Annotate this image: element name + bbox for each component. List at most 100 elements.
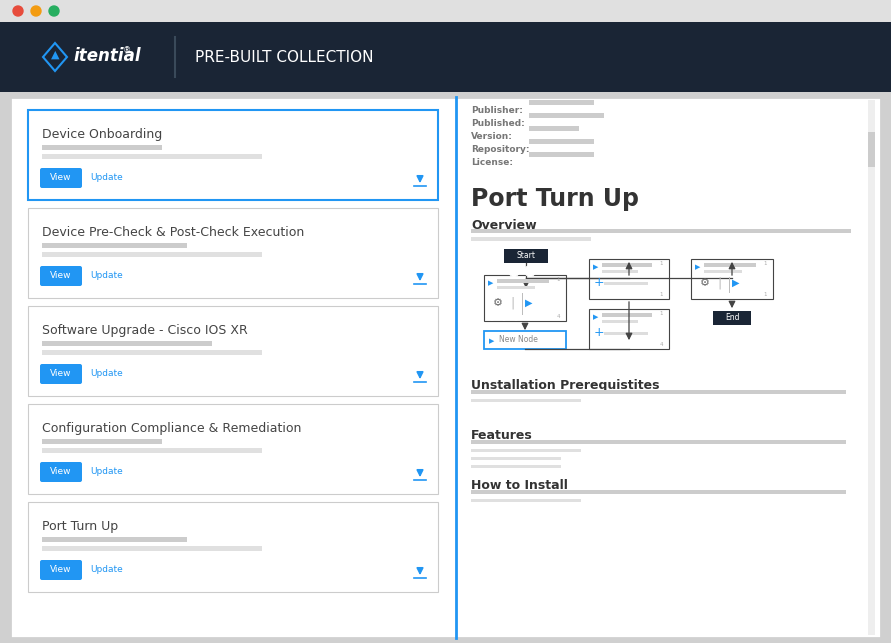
Text: View: View [50,174,72,183]
Text: End: End [724,314,740,323]
FancyBboxPatch shape [40,462,82,482]
FancyBboxPatch shape [471,390,846,394]
Text: How to Install: How to Install [471,479,568,492]
FancyBboxPatch shape [504,249,548,263]
FancyBboxPatch shape [868,100,875,635]
FancyBboxPatch shape [602,263,652,267]
FancyBboxPatch shape [0,0,891,22]
Text: Unstallation Prerequistites: Unstallation Prerequistites [471,379,659,392]
Text: ®: ® [123,46,131,55]
FancyBboxPatch shape [42,154,262,159]
Circle shape [602,341,609,347]
Circle shape [612,341,619,347]
Circle shape [509,266,519,276]
Text: Configuration Compliance & Remediation: Configuration Compliance & Remediation [42,422,301,435]
FancyBboxPatch shape [604,332,648,335]
Text: Port Turn Up: Port Turn Up [42,520,119,533]
FancyBboxPatch shape [471,490,846,494]
FancyBboxPatch shape [529,152,594,157]
FancyBboxPatch shape [529,126,579,131]
Text: |: | [717,276,721,289]
FancyBboxPatch shape [497,279,549,283]
Circle shape [705,291,712,298]
FancyBboxPatch shape [529,113,604,118]
FancyBboxPatch shape [704,263,756,267]
Text: Update: Update [90,370,123,379]
FancyBboxPatch shape [28,110,438,200]
Text: License:: License: [471,158,513,167]
Text: View: View [50,271,72,280]
Circle shape [49,6,59,16]
Text: 4: 4 [659,342,663,347]
Text: ▶: ▶ [525,298,533,308]
Text: Features: Features [471,429,533,442]
Circle shape [602,291,609,298]
FancyBboxPatch shape [713,311,751,325]
Text: 1: 1 [764,261,767,266]
FancyBboxPatch shape [471,237,591,241]
FancyBboxPatch shape [497,286,535,289]
Text: New Node: New Node [499,336,538,345]
FancyBboxPatch shape [42,252,262,257]
Text: Overview: Overview [471,219,536,232]
Text: Published:: Published: [471,119,525,128]
FancyBboxPatch shape [471,457,561,460]
FancyBboxPatch shape [42,145,162,150]
Text: Start: Start [517,251,535,260]
FancyBboxPatch shape [40,364,82,384]
Text: ▶: ▶ [695,264,700,270]
FancyBboxPatch shape [0,22,891,92]
Text: View: View [50,565,72,574]
Circle shape [694,291,701,298]
Text: Update: Update [90,271,123,280]
Text: 1: 1 [764,292,767,297]
FancyBboxPatch shape [471,440,846,444]
Text: ▶: ▶ [593,314,599,320]
Text: 1: 1 [659,311,663,316]
FancyBboxPatch shape [42,537,187,542]
FancyBboxPatch shape [602,313,652,317]
Text: Update: Update [90,174,123,183]
Text: Software Upgrade - Cisco IOS XR: Software Upgrade - Cisco IOS XR [42,324,248,337]
Text: ▶: ▶ [593,264,599,270]
FancyBboxPatch shape [28,502,438,592]
Circle shape [525,266,535,276]
Text: Publisher:: Publisher: [471,106,523,115]
FancyBboxPatch shape [691,259,773,299]
FancyBboxPatch shape [529,139,594,144]
FancyBboxPatch shape [471,449,581,452]
Text: PRE-BUILT COLLECTION: PRE-BUILT COLLECTION [195,50,373,64]
Text: +: + [594,327,605,340]
Text: Version:: Version: [471,132,513,141]
Text: Device Pre-Check & Post-Check Execution: Device Pre-Check & Post-Check Execution [42,226,304,239]
Text: |: | [510,296,514,309]
FancyBboxPatch shape [529,100,594,105]
Text: View: View [50,370,72,379]
FancyBboxPatch shape [28,306,438,396]
FancyBboxPatch shape [40,560,82,580]
Circle shape [593,341,600,347]
Text: ▶: ▶ [488,280,494,286]
FancyBboxPatch shape [868,132,875,167]
Text: ▶: ▶ [489,338,495,344]
Text: Device Onboarding: Device Onboarding [42,128,162,141]
FancyBboxPatch shape [28,404,438,494]
Text: 4: 4 [557,314,560,319]
Text: ⚙: ⚙ [493,298,503,308]
Text: ▲: ▲ [51,50,59,60]
FancyBboxPatch shape [484,331,566,349]
Circle shape [612,291,619,298]
Text: 1: 1 [557,277,560,282]
Circle shape [512,312,520,320]
FancyBboxPatch shape [42,546,262,551]
FancyBboxPatch shape [42,439,162,444]
FancyBboxPatch shape [704,270,742,273]
FancyBboxPatch shape [40,266,82,286]
FancyBboxPatch shape [589,259,669,299]
Text: View: View [50,467,72,476]
Text: ▶: ▶ [732,278,740,288]
Text: itential: itential [73,47,141,65]
FancyBboxPatch shape [40,168,82,188]
FancyBboxPatch shape [10,97,881,638]
Circle shape [13,6,23,16]
